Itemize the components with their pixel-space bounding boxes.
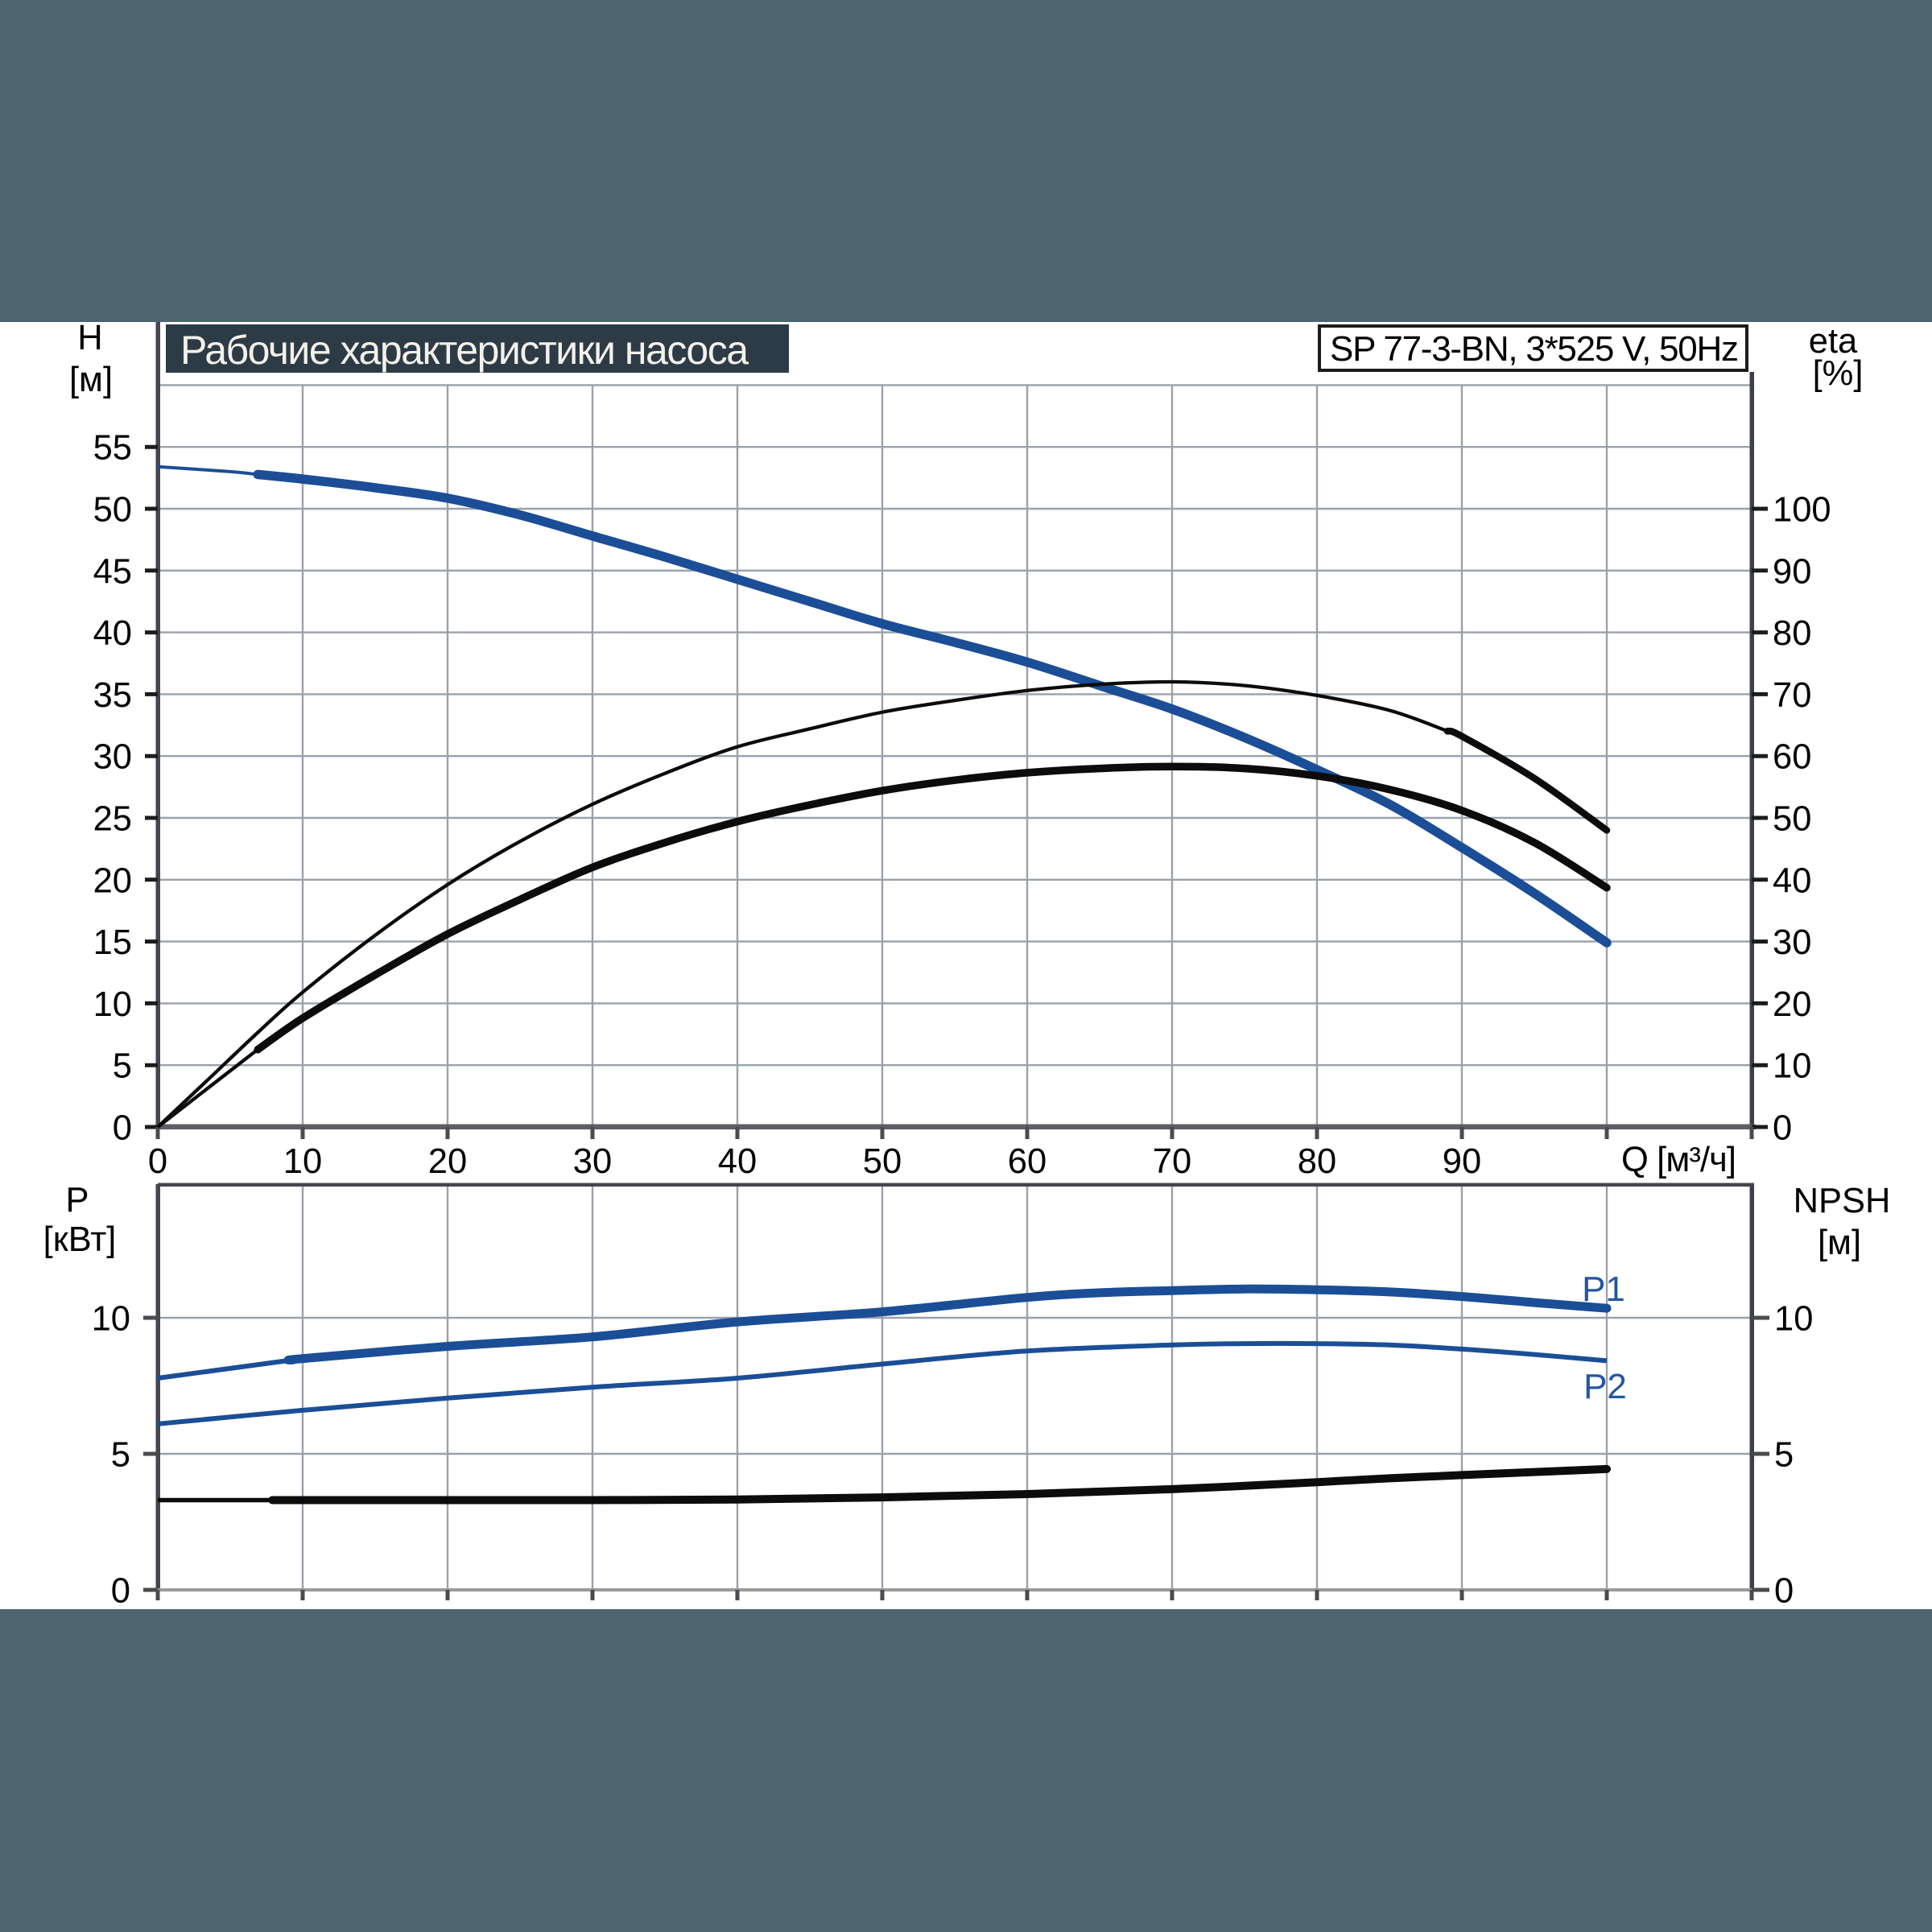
svg-text:60: 60 — [1773, 738, 1811, 777]
svg-text:0: 0 — [1774, 1572, 1794, 1611]
svg-text:30: 30 — [573, 1142, 612, 1181]
svg-text:SP 77-3-BN, 3*525 V, 50Hz: SP 77-3-BN, 3*525 V, 50Hz — [1330, 329, 1739, 369]
svg-text:35: 35 — [93, 676, 132, 715]
svg-text:50: 50 — [1773, 800, 1811, 839]
svg-text:P2: P2 — [1583, 1367, 1627, 1406]
svg-text:0: 0 — [1773, 1109, 1792, 1148]
svg-text:P1: P1 — [1582, 1269, 1625, 1309]
svg-text:55: 55 — [93, 429, 132, 468]
svg-text:30: 30 — [1773, 923, 1811, 962]
svg-text:10: 10 — [283, 1142, 322, 1181]
svg-text:90: 90 — [1443, 1142, 1481, 1181]
svg-text:20: 20 — [93, 861, 132, 900]
svg-text:100: 100 — [1773, 491, 1831, 530]
svg-text:10: 10 — [1774, 1300, 1813, 1339]
svg-text:60: 60 — [1008, 1142, 1046, 1181]
svg-text:5: 5 — [1774, 1436, 1794, 1475]
svg-text:Рабочие характеристики насоса: Рабочие характеристики насоса — [180, 328, 749, 373]
svg-text:P: P — [65, 1181, 89, 1220]
svg-text:40: 40 — [718, 1142, 757, 1181]
svg-text:70: 70 — [1153, 1142, 1191, 1181]
svg-text:5: 5 — [111, 1436, 130, 1475]
svg-text:80: 80 — [1298, 1142, 1336, 1181]
svg-text:0: 0 — [113, 1109, 132, 1148]
svg-text:90: 90 — [1773, 552, 1811, 591]
svg-text:70: 70 — [1773, 676, 1811, 715]
svg-text:10: 10 — [93, 985, 132, 1024]
svg-text:20: 20 — [428, 1142, 467, 1181]
svg-text:40: 40 — [1773, 861, 1811, 900]
svg-text:15: 15 — [93, 923, 132, 962]
svg-text:Q [м³/ч]: Q [м³/ч] — [1621, 1141, 1736, 1179]
svg-text:[кВт]: [кВт] — [43, 1220, 117, 1259]
svg-text:45: 45 — [93, 552, 132, 591]
svg-text:25: 25 — [93, 800, 132, 839]
svg-text:[м]: [м] — [69, 361, 113, 399]
svg-text:0: 0 — [111, 1572, 130, 1611]
svg-text:NPSH: NPSH — [1794, 1182, 1891, 1220]
svg-text:20: 20 — [1773, 985, 1811, 1024]
svg-text:40: 40 — [93, 614, 132, 653]
svg-text:10: 10 — [1773, 1047, 1811, 1086]
svg-text:80: 80 — [1773, 614, 1811, 653]
svg-text:[%]: [%] — [1813, 354, 1864, 393]
svg-text:50: 50 — [863, 1142, 902, 1181]
svg-text:30: 30 — [93, 738, 132, 777]
svg-text:50: 50 — [93, 491, 132, 530]
svg-text:0: 0 — [148, 1142, 167, 1181]
svg-text:10: 10 — [92, 1300, 130, 1339]
svg-text:H: H — [77, 319, 102, 357]
svg-text:5: 5 — [113, 1047, 132, 1086]
svg-text:eta: eta — [1809, 322, 1858, 361]
svg-text:[м]: [м] — [1818, 1224, 1861, 1262]
